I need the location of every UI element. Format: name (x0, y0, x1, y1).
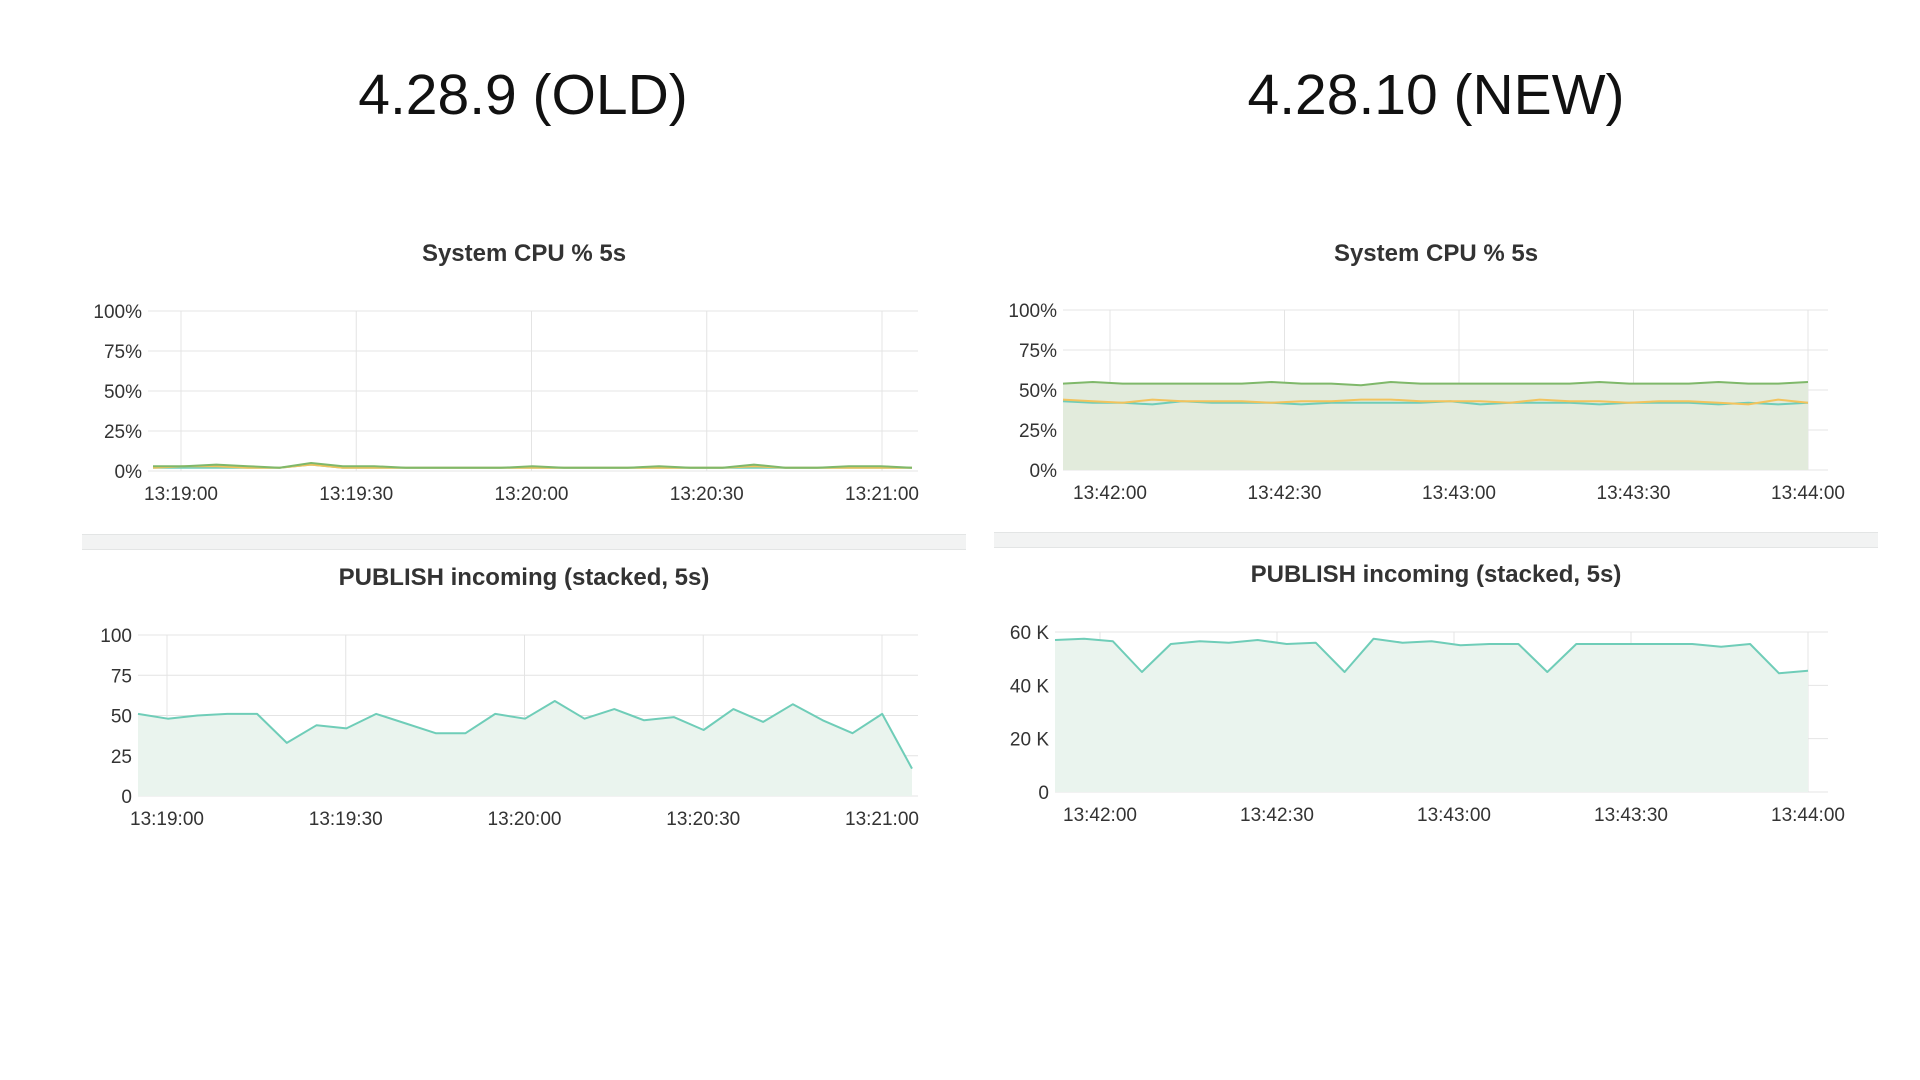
cpu-new-series-line-0 (1062, 381, 1809, 387)
cpu-old-series-line-0 (153, 462, 913, 469)
cpu-old-x-tick: 13:19:00 (144, 484, 218, 505)
publish-old-y-tick: 50 (111, 707, 132, 728)
new-version-title: 4.28.10 (NEW) (1247, 63, 1625, 127)
publish-old-x-tick: 13:21:00 (845, 809, 919, 830)
cpu-old-y-tick: 75% (104, 342, 142, 363)
publish-new-y-tick: 40 K (1010, 676, 1049, 697)
publish-new-x-tick: 13:43:30 (1594, 805, 1668, 826)
cpu-new-y-tick: 25% (1019, 421, 1057, 442)
cpu-old-x-tick: 13:20:00 (495, 484, 569, 505)
cpu-old-y-tick: 25% (104, 422, 142, 443)
publish-new-x-tick: 13:42:30 (1240, 805, 1314, 826)
cpu-old-x-tick: 13:21:00 (845, 484, 919, 505)
cpu-new-x-tick: 13:44:00 (1771, 483, 1845, 504)
cpu-old-x-tick: 13:20:30 (670, 484, 744, 505)
publish-old-x-tick: 13:19:00 (130, 809, 204, 830)
cpu-new-y-tick: 100% (1008, 301, 1057, 322)
cpu-old-x-tick: 13:19:30 (319, 484, 393, 505)
cpu-old-y-tick: 0% (115, 462, 143, 483)
publish-old-title: PUBLISH incoming (stacked, 5s) (338, 564, 710, 591)
publish-new-title: PUBLISH incoming (stacked, 5s) (1250, 561, 1622, 588)
publish-old-x-tick: 13:20:30 (666, 809, 740, 830)
cpu-new-y-tick: 50% (1019, 381, 1057, 402)
publish-old-y-tick: 100 (100, 626, 132, 647)
old-panel-divider (82, 534, 966, 550)
publish-new-y-tick: 0 (1038, 783, 1049, 804)
cpu-new-area-fill (1063, 382, 1808, 470)
publish-new-area-fill (1055, 638, 1808, 792)
cpu-new-title: System CPU % 5s (1333, 240, 1539, 267)
publish-new-y-tick: 60 K (1010, 623, 1049, 644)
publish-old-y-tick: 75 (111, 666, 132, 687)
publish-new-x-tick: 13:42:00 (1063, 805, 1137, 826)
publish-new-y-tick: 20 K (1010, 730, 1049, 751)
publish-old-series-line-0 (137, 700, 913, 770)
cpu-old-y-tick: 50% (104, 382, 142, 403)
publish-old-x-tick: 13:20:00 (488, 809, 562, 830)
cpu-new-x-tick: 13:42:00 (1073, 483, 1147, 504)
publish-old-y-tick: 0 (121, 787, 132, 808)
cpu-new-x-tick: 13:42:30 (1248, 483, 1322, 504)
cpu-new-x-tick: 13:43:30 (1597, 483, 1671, 504)
cpu-old-y-tick: 100% (93, 302, 142, 323)
cpu-new-y-tick: 75% (1019, 341, 1057, 362)
cpu-new-x-tick: 13:43:00 (1422, 483, 1496, 504)
cpu-new-y-tick: 0% (1030, 461, 1058, 482)
publish-old-area-fill (138, 701, 912, 796)
publish-new-x-tick: 13:43:00 (1417, 805, 1491, 826)
old-version-title: 4.28.9 (OLD) (358, 63, 688, 127)
publish-old-y-tick: 25 (111, 747, 132, 768)
cpu-new-series-line-1 (1062, 398, 1809, 406)
publish-new-series-line-0 (1054, 637, 1809, 675)
cpu-old-title: System CPU % 5s (421, 240, 627, 267)
publish-old-x-tick: 13:19:30 (309, 809, 383, 830)
publish-new-x-tick: 13:44:00 (1771, 805, 1845, 826)
new-panel-divider (994, 532, 1878, 548)
